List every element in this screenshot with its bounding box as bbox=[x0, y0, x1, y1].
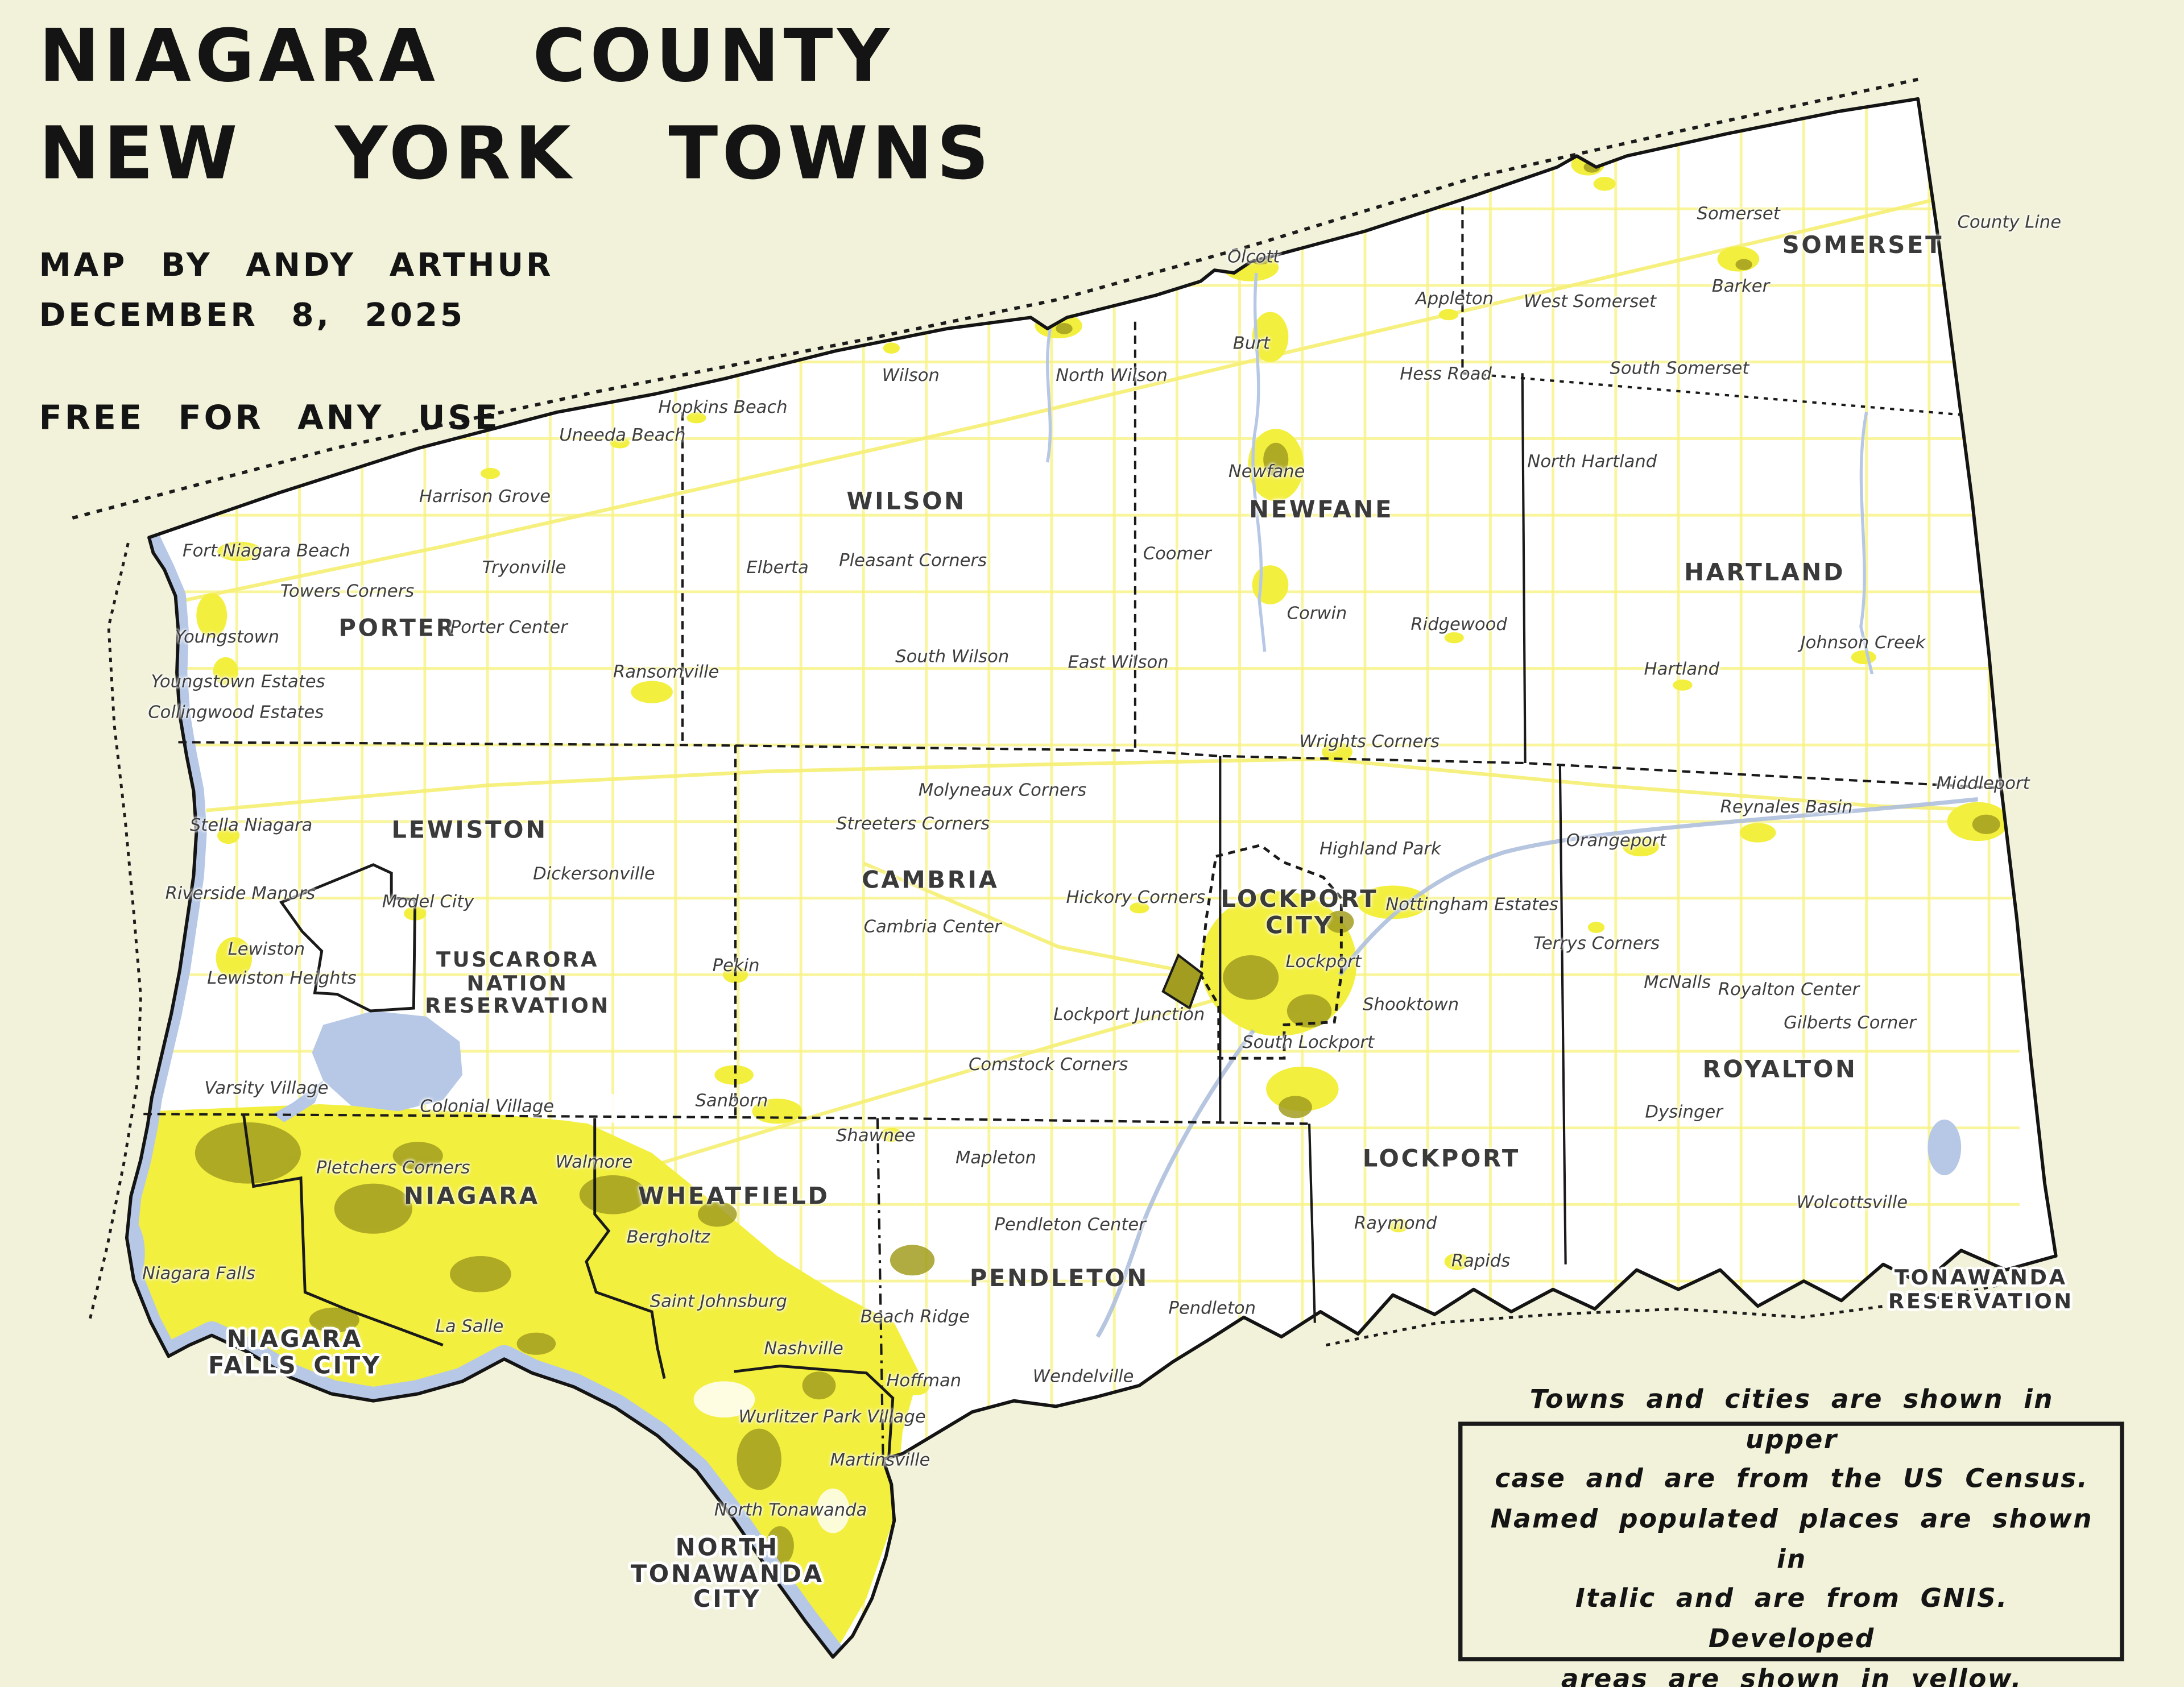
boundary-mid-horizontal bbox=[178, 741, 2002, 790]
legend-text: Towns and cities are shown in upper case… bbox=[1490, 1386, 2093, 1687]
boundary-pendleton-lockport bbox=[1308, 1124, 1316, 1323]
map-credits: MAP BY ANDY ARTHUR DECEMBER 8, 2025 bbox=[39, 248, 554, 334]
boundary-lockport-royalton bbox=[1558, 765, 1567, 1265]
legend-box: Towns and cities are shown in upper case… bbox=[1459, 1386, 2125, 1687]
lewiston-reservoir bbox=[273, 1010, 463, 1122]
lockport-city-west-wedge bbox=[1161, 953, 1203, 1010]
undeveloped-gap bbox=[816, 1488, 850, 1533]
developed-area-southwest bbox=[128, 1104, 920, 1652]
boundary-wheatfield-pendleton bbox=[876, 1118, 884, 1460]
county-outline bbox=[125, 97, 2058, 1659]
county-line-dotted-south bbox=[1325, 1271, 2059, 1347]
boundary-newfane-hartland bbox=[1521, 373, 1527, 764]
page-title: NIAGARA COUNTY NEW YORK TOWNS bbox=[39, 15, 994, 197]
license-note: FREE FOR ANY USE bbox=[39, 397, 500, 437]
creeks bbox=[1045, 272, 1874, 674]
boundary-niagarafalls-east bbox=[242, 1115, 444, 1347]
boundary-niagara-wheatfield bbox=[585, 1118, 666, 1379]
boundary-tuscarora-reservation bbox=[279, 863, 417, 1013]
dense-developed-patches-2 bbox=[1056, 161, 2000, 1118]
boundary-somerset-south bbox=[1462, 372, 1964, 416]
boundary-south-horizontal bbox=[143, 1113, 1310, 1125]
boundary-lockport-city bbox=[1199, 843, 1343, 1060]
town-boundaries bbox=[143, 206, 2002, 1460]
undeveloped-gap bbox=[693, 1381, 755, 1418]
boundary-northtonawanda-north bbox=[734, 1364, 895, 1460]
developed-blobs bbox=[196, 153, 2009, 1395]
road-main-diagonals bbox=[177, 185, 2002, 1253]
wetland bbox=[1927, 1119, 1962, 1175]
road-grid-vertical bbox=[235, 98, 1991, 1657]
lake-ontario-boundary-dashed bbox=[72, 77, 1918, 520]
title-block: NIAGARA COUNTY NEW YORK TOWNS MAP BY AND… bbox=[39, 9, 993, 437]
